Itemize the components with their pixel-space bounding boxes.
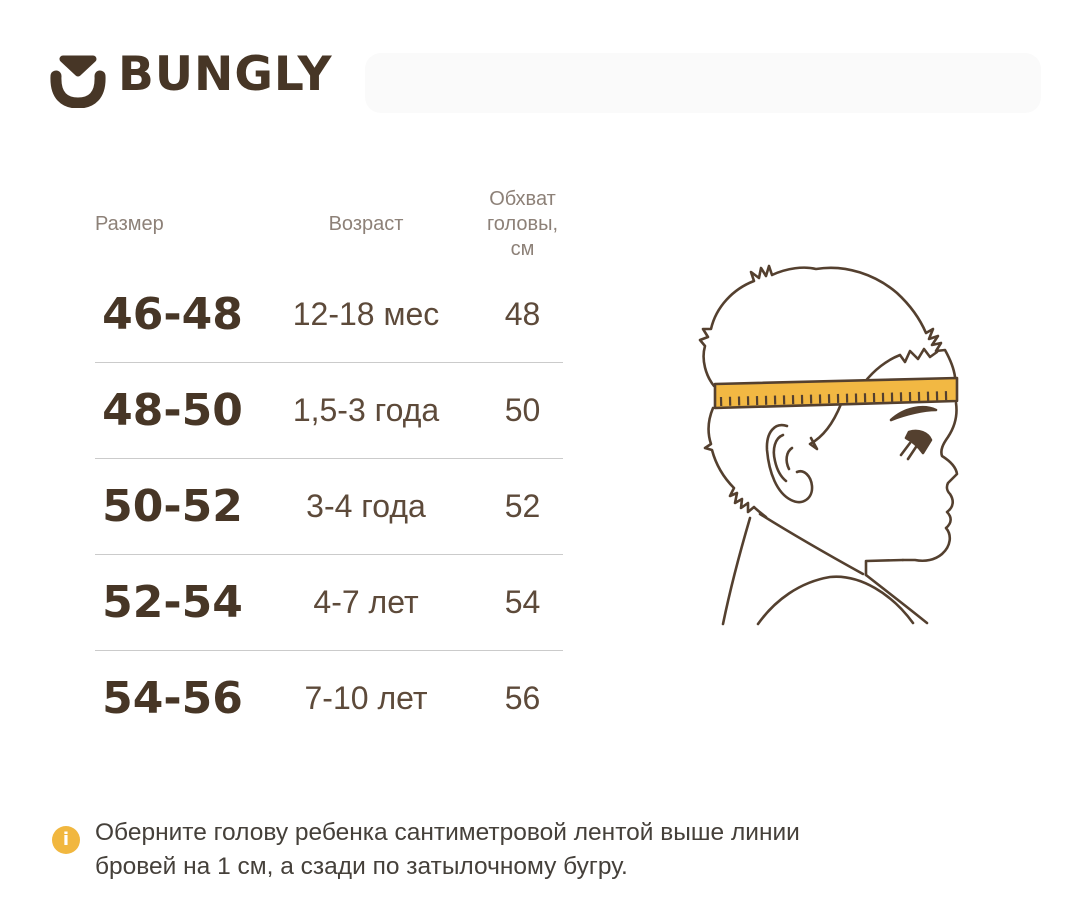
age-cell: 12-18 мес (292, 295, 440, 332)
size-table-header: Размер Возраст Обхват головы, см (95, 185, 563, 263)
size-row: 52-54 4-7 лет 54 (95, 554, 563, 650)
hair-outline (698, 264, 957, 388)
size-cell: 52-54 (102, 577, 243, 628)
measuring-tape (713, 376, 959, 410)
nape-hair (703, 406, 768, 519)
header-placeholder-panel (365, 53, 1041, 113)
size-table: Размер Возраст Обхват головы, см 46-48 1… (95, 185, 563, 746)
face-profile (901, 401, 959, 563)
head-circumference-cell: 48 (504, 295, 541, 332)
child-head-illustration (698, 264, 959, 626)
brand-logo-icon (50, 55, 106, 108)
temple-hairline (808, 402, 843, 451)
eyelash (899, 441, 912, 457)
header-head-circumference: Обхват головы, см (486, 187, 559, 260)
size-cell: 50-52 (102, 481, 243, 532)
head-circumference-cell: 54 (504, 584, 541, 620)
fringe-line (862, 347, 939, 385)
head-circumference-cell: 56 (504, 680, 541, 716)
measurement-instruction: Оберните голову ребенка сантиметровой ле… (95, 819, 800, 880)
ear-outline (765, 423, 814, 504)
shoulder-arc (756, 575, 915, 626)
eye (904, 429, 933, 455)
head-circumference-cell: 50 (504, 392, 541, 428)
head-circumference-cell: 52 (504, 488, 541, 524)
eyebrow (889, 406, 938, 422)
age-cell: 7-10 лет (304, 680, 428, 716)
tape-band (713, 376, 959, 410)
size-row: 50-52 3-4 года 52 (95, 458, 563, 554)
ear-inner-line (772, 433, 788, 483)
jaw-line (758, 512, 865, 576)
neck-back-line (721, 516, 752, 626)
eyelash (906, 445, 918, 461)
size-row: 54-56 7-10 лет 56 (95, 650, 563, 746)
size-row: 46-48 12-18 мес 48 (95, 266, 563, 362)
chin-neck-line (864, 558, 905, 577)
shoulder-front-line (864, 573, 929, 625)
age-cell: 4-7 лет (313, 584, 419, 620)
size-cell: 48-50 (102, 385, 243, 436)
brand-name: BUNGLY (118, 47, 333, 102)
size-cell: 54-56 (102, 673, 243, 724)
size-row: 48-50 1,5-3 года 50 (95, 362, 563, 458)
size-cell: 46-48 (102, 288, 243, 340)
ear-inner-line (785, 446, 794, 471)
header-size: Размер (95, 212, 164, 235)
info-icon: i (52, 826, 80, 854)
age-cell: 1,5-3 года (292, 392, 440, 428)
header-age: Возраст (328, 212, 404, 235)
size-table-body: 46-48 12-18 мес 48 48-50 1,5-3 года 50 5… (95, 266, 563, 746)
age-cell: 3-4 года (306, 488, 426, 524)
